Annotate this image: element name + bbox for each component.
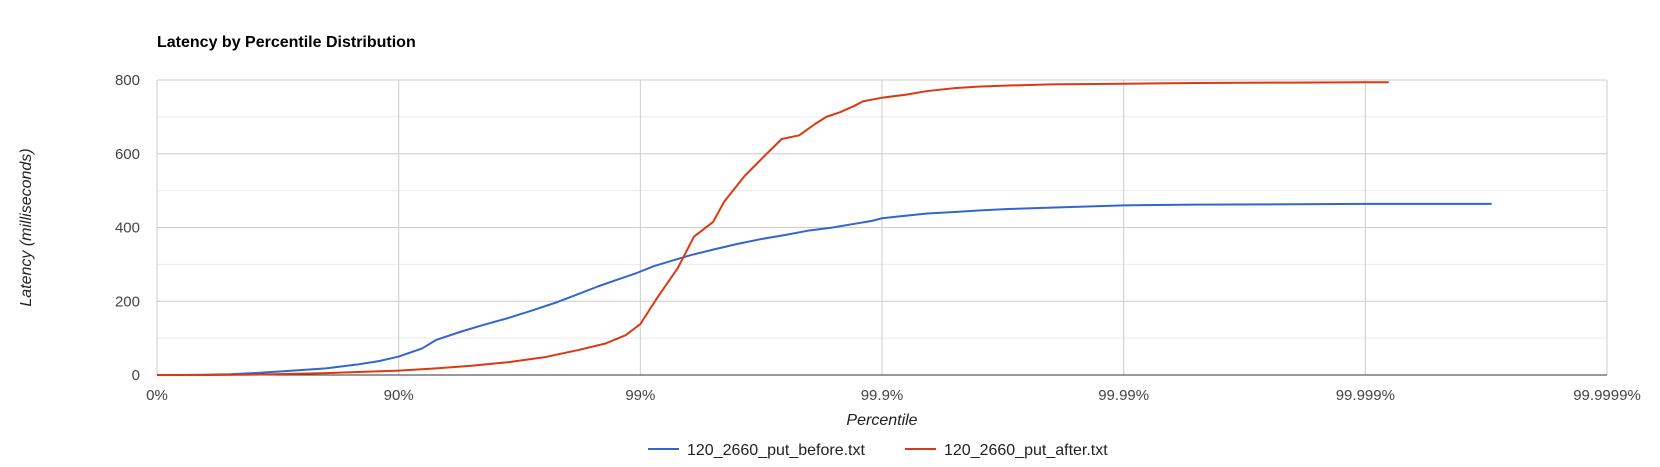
x-axis-title: Percentile (846, 412, 917, 429)
chart-title: Latency by Percentile Distribution (157, 34, 416, 51)
x-tick-label: 99.99% (1098, 387, 1149, 404)
series-layer (157, 81, 1492, 376)
legend: 120_2660_put_before.txt 120_2660_put_afte… (648, 442, 1108, 459)
y-tick-label: 800 (115, 72, 140, 89)
tick-labels: 0% 90% 99% 99.9% 99.99% 99.999% 99.9999% 0 200 40… (115, 72, 1641, 404)
series-line-1 (157, 81, 1389, 376)
grid (156, 79, 1608, 376)
x-tick-label: 90% (384, 387, 414, 404)
x-tick-label: 99% (625, 387, 655, 404)
y-axis-title: Latency (milliseconds) (18, 148, 35, 306)
series-line-0 (157, 202, 1492, 376)
x-tick-label: 99.9999% (1573, 387, 1641, 404)
x-tick-label: 0% (146, 387, 168, 404)
x-tick-label: 99.9% (861, 387, 904, 404)
legend-label-0: 120_2660_put_before.txt (687, 442, 865, 459)
y-tick-label: 200 (115, 293, 140, 310)
legend-label-1: 120_2660_put_after.txt (944, 442, 1108, 459)
y-tick-label: 0 (132, 367, 140, 384)
y-tick-label: 400 (115, 220, 140, 237)
x-tick-label: 99.999% (1336, 387, 1395, 404)
y-tick-label: 600 (115, 146, 140, 163)
